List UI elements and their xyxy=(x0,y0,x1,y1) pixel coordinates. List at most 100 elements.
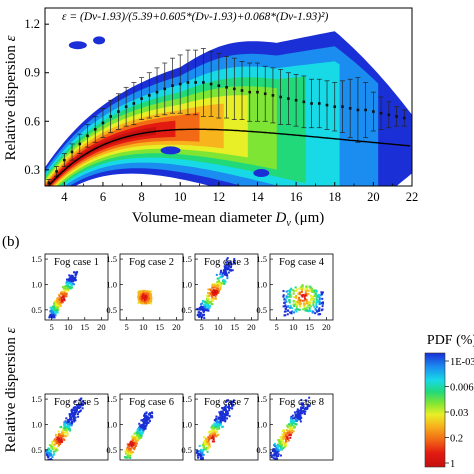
pdf-cell xyxy=(315,308,318,311)
pdf-cell xyxy=(319,313,322,316)
pdf-cell xyxy=(283,431,286,434)
pdf-cell xyxy=(306,304,309,307)
subplot-y-tick-label: 1.5 xyxy=(106,254,117,264)
pdf-cell xyxy=(281,443,284,446)
pdf-cell xyxy=(75,272,78,275)
pdf-cell xyxy=(57,308,60,311)
pdf-cell xyxy=(226,260,229,263)
pdf-cell xyxy=(70,422,73,425)
pdf-cell xyxy=(215,287,218,290)
subplot-y-tick-label: 0.5 xyxy=(256,305,267,315)
subplot-y-tick-label: 1.5 xyxy=(31,394,42,404)
axes-a: 4 6 8 10 12 14 16 18 20 22 0.3 0.6 0.9 1.2 xyxy=(24,17,418,204)
pdf-cell xyxy=(144,427,147,430)
pdf-cell xyxy=(142,421,145,424)
pdf-cell xyxy=(124,450,127,453)
pdf-cell xyxy=(143,427,146,430)
pdf-cell xyxy=(304,297,307,300)
subplot-frame xyxy=(194,393,259,461)
pdf-cell xyxy=(285,295,288,298)
pdf-cell xyxy=(291,310,294,313)
pdf-cell xyxy=(212,283,215,286)
pdf-cell xyxy=(319,301,322,304)
pdf-cell xyxy=(71,277,74,280)
pdf-cell xyxy=(215,293,218,296)
pdf-cell xyxy=(292,417,295,420)
pdf-cell xyxy=(140,301,143,304)
error-bars xyxy=(46,48,407,186)
pdf-cell xyxy=(129,441,132,444)
pdf-cell xyxy=(294,413,297,416)
pdf-cell xyxy=(67,418,70,421)
pdf-cell xyxy=(140,419,143,422)
pdf-cell xyxy=(203,448,206,451)
pdf-cell xyxy=(228,406,231,409)
pdf-cell xyxy=(225,404,228,407)
pdf-cell xyxy=(144,298,147,301)
mean-point xyxy=(394,106,400,127)
pdf-cell xyxy=(62,435,65,438)
pdf-cell xyxy=(72,271,75,274)
pdf-cell xyxy=(205,441,208,444)
pdf-cell xyxy=(225,268,228,271)
pdf-cell xyxy=(56,306,59,309)
pdf-cell xyxy=(300,410,303,413)
subplot-x-tick-label: 15 xyxy=(306,322,315,332)
pdf-cell xyxy=(317,301,320,304)
pdf-cell xyxy=(201,302,204,305)
pdf-cell xyxy=(230,402,233,405)
pdf-cell xyxy=(195,451,198,454)
pdf-cell xyxy=(289,311,292,314)
subplot-y-tick-label: 0.5 xyxy=(181,305,192,315)
pdf-cell xyxy=(206,450,209,453)
pdf-cell xyxy=(315,302,318,305)
pdf-cell xyxy=(65,284,68,287)
pdf-cell xyxy=(293,411,296,414)
subplot-density xyxy=(48,271,79,319)
pdf-cell xyxy=(201,453,204,456)
pdf-cell xyxy=(294,309,297,312)
pdf-cell xyxy=(74,413,77,416)
pdf-cell xyxy=(308,301,311,304)
pdf-cell xyxy=(218,411,221,414)
pdf-cell xyxy=(207,438,210,441)
pdf-cell xyxy=(286,424,289,427)
pdf-cell xyxy=(297,299,300,302)
pdf-cell xyxy=(222,272,225,275)
pdf-cell xyxy=(130,445,133,448)
pdf-cell xyxy=(227,265,230,268)
pdf-cell xyxy=(215,424,218,427)
pdf-cell xyxy=(280,436,283,439)
fit-curve-group xyxy=(47,128,411,186)
pdf-cell xyxy=(287,289,290,292)
pdf-cell xyxy=(227,399,230,402)
pdf-cell xyxy=(200,315,203,318)
subplot-3: Fog case 3 0.5 1.0 1.5 5 10 15 20 xyxy=(181,253,259,332)
x-axis-label: Volume-mean diameter Dv (μm) xyxy=(132,210,325,229)
pdf-cell xyxy=(290,429,293,432)
pdf-cell xyxy=(224,280,227,283)
pdf-cell xyxy=(293,311,296,314)
pdf-cell xyxy=(65,278,68,281)
pdf-cell xyxy=(225,258,228,261)
pdf-cell xyxy=(136,431,139,434)
pdf-cell xyxy=(150,290,153,293)
pdf-cell xyxy=(284,438,287,441)
pdf-cell xyxy=(228,264,231,267)
pdf-cell xyxy=(143,418,146,421)
mean-point xyxy=(200,48,206,117)
pdf-cell xyxy=(304,307,307,310)
pdf-cell xyxy=(218,427,221,430)
pdf-cell xyxy=(73,279,76,282)
pdf-cell xyxy=(320,291,323,294)
pdf-cell xyxy=(141,432,144,435)
pdf-cell xyxy=(148,300,151,303)
pdf-cell xyxy=(299,291,302,294)
pdf-cell xyxy=(53,315,56,318)
pdf-cell xyxy=(127,453,130,456)
pdf-cell xyxy=(288,426,291,429)
pdf-cell xyxy=(220,410,223,413)
subplot-y-tick-label: 1.0 xyxy=(256,419,267,429)
pdf-cell xyxy=(302,304,305,307)
pdf-cell xyxy=(221,275,224,278)
